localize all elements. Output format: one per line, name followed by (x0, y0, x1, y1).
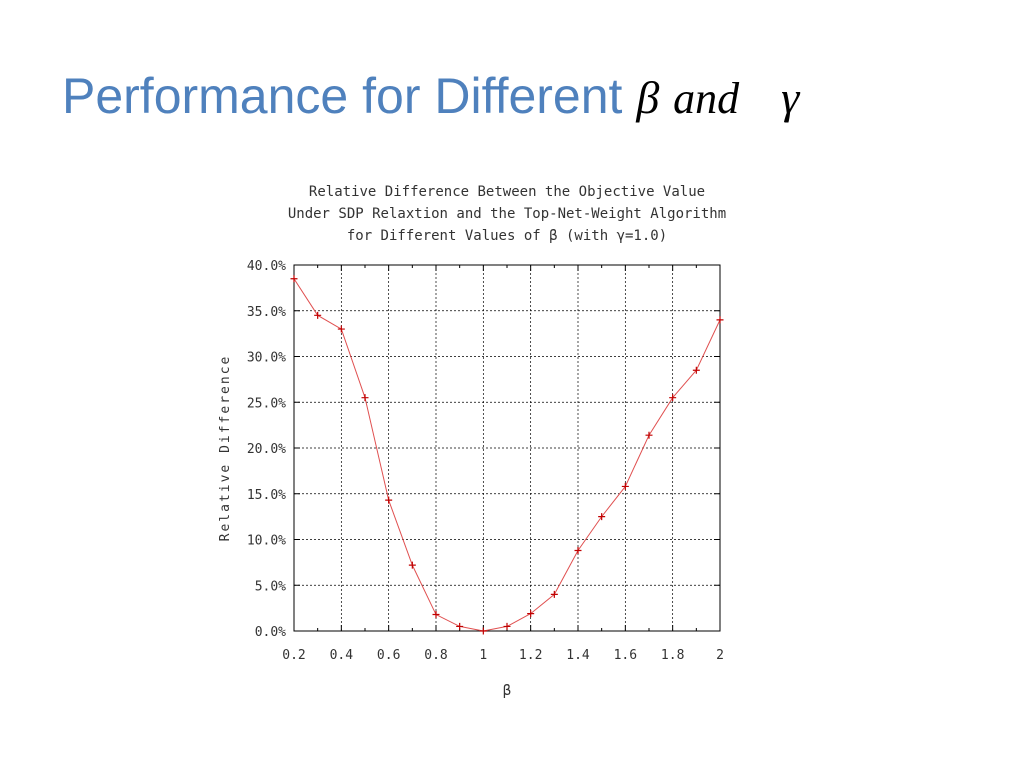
x-tick-label: 1.8 (661, 648, 684, 663)
series-line (293, 278, 721, 632)
line-chart: Relative Difference Between the Objectiv… (218, 184, 726, 699)
slide-title: Performance for Different β and γ (62, 66, 799, 129)
x-tick-label: 1.6 (614, 648, 637, 663)
data-point-marker (408, 561, 416, 569)
x-tick-label: 0.2 (282, 648, 305, 663)
data-point-marker (574, 546, 582, 554)
y-tick-label: 30.0% (247, 351, 286, 366)
y-tick-label: 0.0% (255, 625, 286, 640)
x-axis-label: β (503, 683, 511, 699)
title-beta-symbol: β (636, 72, 660, 123)
y-tick-label: 40.0% (247, 259, 286, 274)
chart-title-line: for Different Values of β (with γ=1.0) (347, 228, 667, 244)
y-tick-label: 5.0% (255, 579, 286, 594)
data-point-marker (337, 325, 345, 333)
x-tick-label: 0.4 (330, 648, 354, 663)
series-group (290, 275, 724, 635)
chart-grid (294, 265, 720, 631)
y-axis-label: Relative Difference (218, 355, 233, 542)
x-tick-label: 0.8 (424, 648, 447, 663)
y-tick-label: 35.0% (247, 305, 286, 320)
x-tick-label: 1.4 (566, 648, 590, 663)
data-point-marker (432, 611, 440, 619)
title-text: Performance for Different (62, 68, 623, 124)
data-point-marker (550, 590, 558, 598)
x-axis-ticks: 0.2 0.4 0.6 0.8 1 1.2 1.4 1.6 1.8 2 (282, 265, 724, 663)
y-tick-label: 20.0% (247, 442, 286, 457)
data-point-marker (361, 394, 369, 402)
y-tick-label: 10.0% (247, 534, 286, 549)
x-tick-label: 1.2 (519, 648, 542, 663)
title-and-word: and (673, 74, 740, 123)
title-gamma-symbol: γ (781, 72, 800, 123)
chart-title: Relative Difference Between the Objectiv… (288, 184, 726, 244)
data-point-marker (290, 275, 298, 283)
data-point-marker (456, 622, 464, 630)
data-point-marker (716, 316, 724, 324)
x-tick-label: 0.6 (377, 648, 400, 663)
data-point-marker (621, 482, 629, 490)
y-tick-label: 15.0% (247, 488, 286, 503)
y-axis-ticks: 0.0% 5.0% 10.0% 15.0% 20.0% 25.0% 30.0% 35.0% 40… (247, 259, 720, 640)
x-tick-label: 1 (479, 648, 487, 663)
data-point-marker (598, 513, 606, 521)
data-point-marker (385, 496, 393, 504)
data-point-marker (314, 311, 322, 319)
data-point-marker (479, 627, 487, 635)
data-point-marker (503, 622, 511, 630)
x-tick-label: 2 (716, 648, 724, 663)
chart-title-line: Under SDP Relaxtion and the Top-Net-Weig… (288, 206, 726, 222)
data-point-marker (692, 366, 700, 374)
data-point-marker (527, 610, 535, 618)
chart-title-line: Relative Difference Between the Objectiv… (309, 184, 705, 200)
y-tick-label: 25.0% (247, 396, 286, 411)
data-point-marker (669, 394, 677, 402)
data-point-marker (645, 431, 653, 439)
